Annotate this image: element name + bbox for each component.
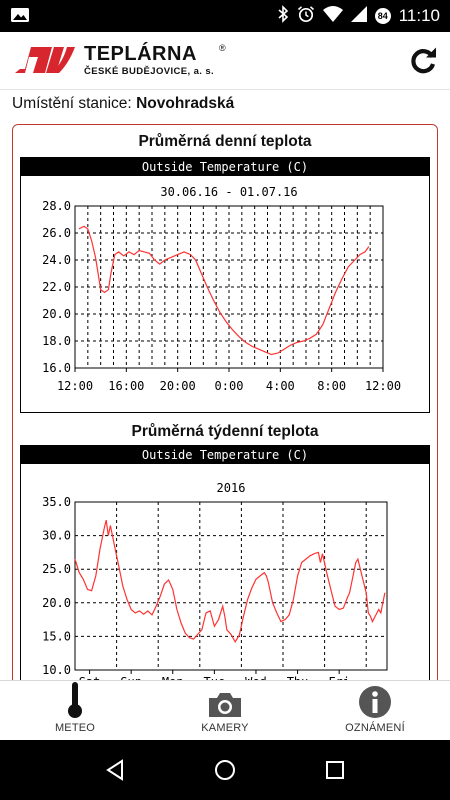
x-tick-label: 20:00 [160, 379, 196, 393]
thermometer-icon [68, 682, 82, 718]
x-tick-label: 8:00 [317, 379, 346, 393]
y-tick-label: 10.0 [42, 663, 71, 677]
logo-title: TEPLÁRNA ® [84, 42, 226, 65]
back-button[interactable] [95, 750, 135, 790]
nav-meteo[interactable]: METEO [0, 681, 150, 740]
chart-subtitle: 2016 [217, 481, 246, 495]
bottom-nav: METEO KAMERY OZNÁMENÍ [0, 680, 450, 740]
home-button[interactable] [205, 750, 245, 790]
status-time: 11:10 [398, 6, 440, 25]
charts-card[interactable]: Průměrná denní teplota Outside Temperatu… [12, 124, 438, 724]
teplarna-logo-mark [15, 47, 75, 73]
x-tick-label: 12:00 [57, 379, 93, 393]
daily-chart: Outside Temperature (C) 30.06.16 - 01.07… [20, 157, 430, 413]
chart-subtitle: 30.06.16 - 01.07.16 [160, 185, 297, 199]
refresh-button[interactable] [406, 44, 440, 78]
x-tick-label: 4:00 [266, 379, 295, 393]
recents-button[interactable] [315, 750, 355, 790]
logo-subtitle: ČESKÉ BUDĚJOVICE, a. s. [84, 65, 215, 77]
status-bar: 84 11:10 [0, 0, 450, 32]
x-tick-label: 16:00 [108, 379, 144, 393]
info-icon [359, 686, 391, 718]
bluetooth-icon [277, 4, 289, 28]
plot-area-border [74, 501, 388, 671]
camera-icon [209, 693, 241, 717]
y-tick-label: 25.0 [42, 562, 71, 576]
recents-square-icon [326, 761, 344, 779]
station-label: Umístění stanice: [12, 95, 132, 112]
teplarna-logo: TEPLÁRNA ® ČESKÉ BUDĚJOVICE, a. s. [12, 42, 226, 77]
home-circle-icon [215, 760, 235, 780]
weekly-chart: Outside Temperature (C) 2016 10.0 15.0 20.0… [20, 445, 430, 723]
y-tick-label: 22.0 [42, 280, 71, 294]
y-tick-label: 26.0 [42, 226, 71, 240]
system-navigation-bar [0, 740, 450, 800]
gallery-notification-icon [10, 6, 30, 29]
y-tick-label: 18.0 [42, 334, 71, 348]
y-tick-label: 35.0 [42, 495, 71, 509]
y-tick-label: 24.0 [42, 253, 71, 267]
station-name: Novohradská [136, 95, 235, 112]
signal-icon [350, 5, 367, 27]
weekly-chart-header: Outside Temperature (C) [21, 446, 429, 464]
nav-kamery[interactable]: KAMERY [150, 681, 300, 740]
x-tick-label: 12:00 [365, 379, 401, 393]
battery-level-badge: 84 [374, 8, 391, 24]
temperature-series-line [78, 225, 370, 356]
nav-oznameni[interactable]: OZNÁMENÍ [300, 681, 450, 740]
wifi-icon [322, 5, 343, 27]
x-tick-label: 0:00 [215, 379, 244, 393]
y-tick-label: 28.0 [42, 199, 71, 213]
back-triangle-icon [106, 759, 123, 781]
nav-oznameni-label: OZNÁMENÍ [345, 722, 405, 734]
app-header: TEPLÁRNA ® ČESKÉ BUDĚJOVICE, a. s. [0, 32, 450, 90]
daily-chart-header: Outside Temperature (C) [21, 158, 429, 176]
daily-section-title: Průměrná denní teplota [138, 133, 312, 150]
logo-registered-mark: ® [218, 42, 227, 53]
weekly-section-title: Průměrná týdenní teplota [131, 423, 319, 440]
nav-kamery-label: KAMERY [201, 722, 249, 734]
alarm-icon [297, 5, 315, 28]
daily-chart-plot: 30.06.16 - 01.07.16 16.0 18.0 20.0 22.0 24.0 2… [42, 185, 401, 393]
refresh-icon [411, 47, 436, 74]
y-tick-label: 20.0 [42, 596, 71, 610]
y-tick-label: 16.0 [42, 361, 71, 375]
station-info: Umístění stanice: Novohradská [12, 95, 234, 113]
y-tick-label: 15.0 [42, 629, 71, 643]
y-tick-label: 30.0 [42, 529, 71, 543]
y-tick-label: 20.0 [42, 307, 71, 321]
temperature-series-line [74, 519, 386, 643]
logo-title-text: TEPLÁRNA [84, 42, 197, 65]
nav-meteo-label: METEO [54, 722, 96, 734]
